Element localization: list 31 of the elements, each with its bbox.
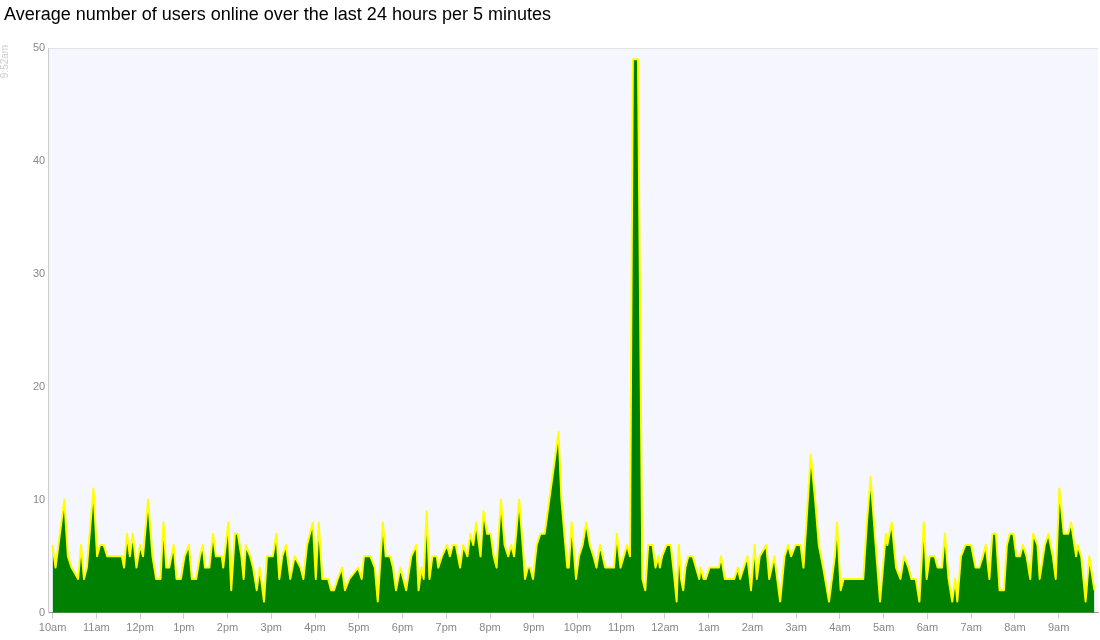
y-tick-label: 50 [32, 41, 46, 54]
x-tick-label: 9am [1047, 621, 1070, 634]
x-tick-label: 1pm [173, 621, 195, 634]
x-tick-label: 6am [916, 621, 939, 634]
y-tick-label: 10 [32, 492, 46, 505]
x-tick-label: 7am [960, 621, 982, 634]
y-tick-label: 40 [32, 153, 46, 166]
x-tick-label: 10pm [563, 621, 592, 634]
x-tick-label: 2pm [216, 621, 239, 634]
x-tick-label: 6pm [391, 621, 414, 634]
x-tick-label: 4pm [304, 621, 326, 634]
y-tick-label: 20 [32, 379, 46, 392]
x-tick-label: 5pm [348, 621, 370, 634]
x-tick-label: 10am [38, 621, 67, 634]
x-tick-label: 9pm [523, 621, 545, 634]
x-tick-label: 8am [1004, 621, 1026, 634]
y-tick-label: 0 [39, 605, 46, 618]
x-tick-label: 12am [651, 621, 679, 634]
x-tick-label: 12pm [126, 621, 154, 634]
x-tick-label: 7pm [435, 621, 457, 634]
x-tick-label: 3pm [260, 621, 283, 634]
x-tick-label: 4am [829, 621, 851, 634]
x-tick-label: 11am [83, 621, 110, 634]
x-tick-label: 11pm [607, 621, 635, 634]
x-tick-label: 1am [698, 621, 720, 634]
y-tick-label: 30 [32, 266, 46, 279]
chart-title: Average number of users online over the last 24 hours per 5 minutes [4, 4, 551, 25]
x-tick-label: 5am [872, 621, 895, 634]
x-tick-label: 8pm [479, 621, 501, 634]
x-tick-label: 3am [785, 621, 807, 634]
x-tick-label: 2am [741, 621, 764, 634]
